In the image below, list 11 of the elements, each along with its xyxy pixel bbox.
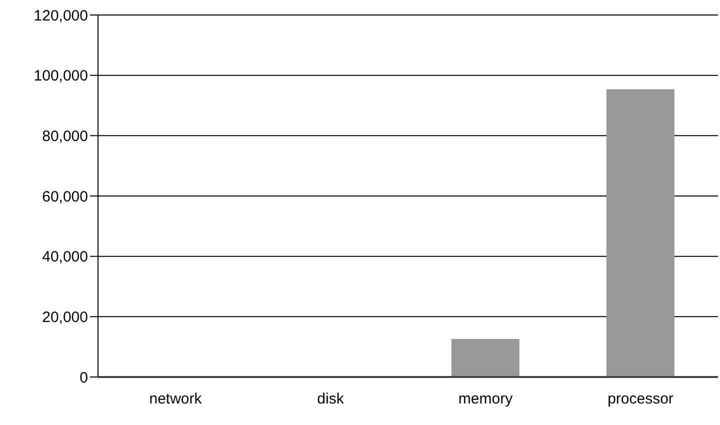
y-tick-label: 20,000 — [42, 308, 88, 326]
x-tick-label: processor — [608, 390, 674, 408]
y-tick-label: 0 — [80, 369, 88, 386]
y-tick-label: 80,000 — [42, 128, 88, 145]
y-tick-label: 120,000 — [34, 7, 88, 24]
x-tick-label: memory — [458, 390, 514, 408]
y-tick-label: 40,000 — [42, 248, 88, 266]
x-tick-label: network — [149, 390, 202, 408]
x-tick-label: disk — [317, 390, 344, 408]
y-tick-label: 60,000 — [42, 188, 88, 206]
y-tick-label: 100,000 — [34, 68, 88, 85]
